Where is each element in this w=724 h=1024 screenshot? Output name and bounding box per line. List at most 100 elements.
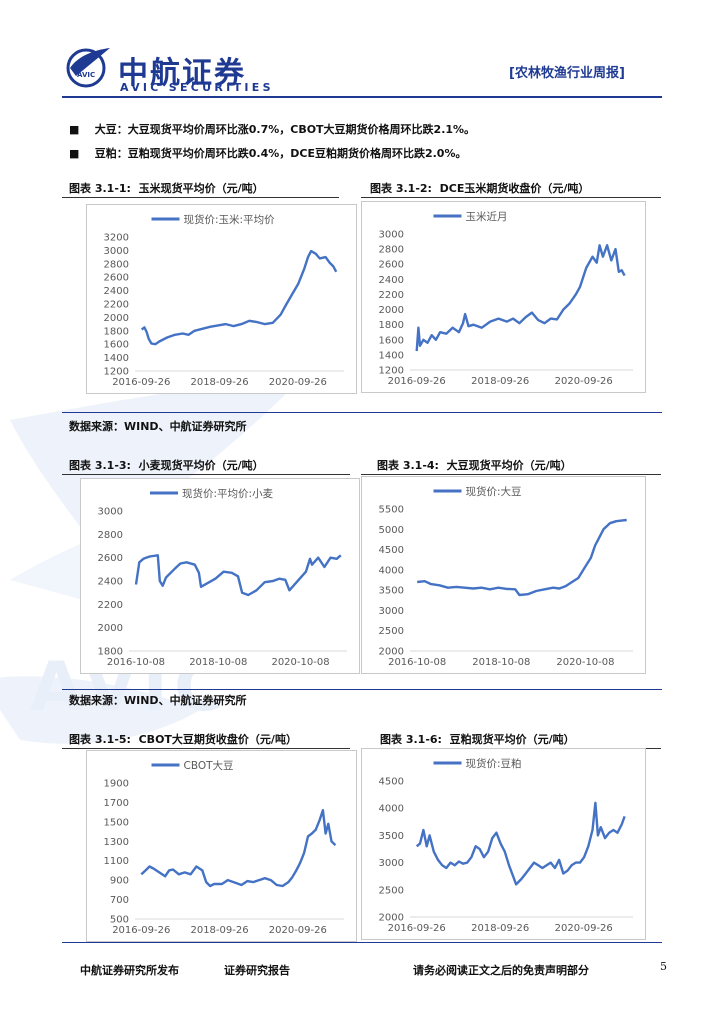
- figure-label: 图表 3.1-1:: [69, 182, 131, 195]
- section-rule: [62, 689, 662, 690]
- y-tick-label: 2600: [104, 273, 129, 284]
- y-tick-label: 3500: [379, 586, 404, 597]
- line-chart: 现货价:豆粕 2000 2500 3000 3500 4000 4500 2016-09-26…: [379, 757, 633, 934]
- line-chart: 玉米近月 1200 1400 1600 1800 2000 2200 2400 2600 2800…: [379, 210, 633, 387]
- footer-rule: [62, 942, 662, 943]
- y-tick-label: 3000: [379, 606, 404, 617]
- figure-rule: [62, 474, 350, 475]
- series-line: [415, 801, 626, 886]
- y-tick-label: 2000: [379, 305, 404, 316]
- y-tick-label: 1600: [379, 335, 404, 346]
- figure-caption: 大豆现货平均价（元/吨）: [446, 459, 572, 472]
- figure-label: 图表 3.1-2:: [370, 182, 432, 195]
- y-tick-label: 2200: [104, 300, 129, 311]
- x-tick-label: 2018-09-26: [190, 925, 248, 936]
- footer-publisher: 中航证券研究所发布: [80, 964, 179, 977]
- y-tick-label: 2000: [104, 313, 129, 324]
- report-type: [农林牧渔行业周报]: [509, 66, 625, 81]
- figure-label: 图表 3.1-6:: [380, 733, 442, 746]
- y-tick-label: 4000: [379, 804, 404, 815]
- y-tick-label: 1100: [104, 856, 129, 867]
- figure-caption: 玉米现货平均价（元/吨）: [138, 182, 264, 195]
- chart-cbot-soybean: CBOT大豆 500 700 900 1100 1300 1500 1700 1900 2016-…: [86, 750, 357, 942]
- figure-label: 图表 3.1-4:: [377, 459, 439, 472]
- y-tick-label: 2800: [379, 245, 404, 256]
- x-tick-label: 2020-10-08: [271, 657, 329, 668]
- legend-label: 现货价:豆粕: [466, 757, 522, 770]
- y-tick-label: 5000: [379, 525, 404, 536]
- data-source-1: 数据来源：WIND、中航证券研究所: [69, 420, 247, 433]
- x-tick-label: 2018-10-08: [189, 657, 247, 668]
- line-chart: 现货价:平均价:小麦 1800 2000 2200 2400 2600 2800 3000 20…: [98, 487, 347, 668]
- figure-label: 图表 3.1-5:: [69, 733, 131, 746]
- y-tick-label: 2600: [98, 553, 123, 564]
- figure-title-3: 图表 3.1-3: 小麦现货平均价（元/吨）: [69, 457, 264, 473]
- figure-caption: DCE玉米期货收盘价（元/吨）: [439, 182, 590, 195]
- x-tick-label: 2016-09-26: [388, 376, 446, 387]
- y-tick-label: 2600: [379, 260, 404, 271]
- logo-text: 中航证券: [118, 56, 246, 91]
- figure-title-4: 图表 3.1-4: 大豆现货平均价（元/吨）: [377, 457, 572, 473]
- x-tick-label: 2016-10-08: [107, 657, 165, 668]
- y-tick-label: 3000: [104, 246, 129, 257]
- figure-caption: 小麦现货平均价（元/吨）: [138, 459, 264, 472]
- y-tick-label: 3000: [379, 858, 404, 869]
- x-tick-label: 2018-09-26: [471, 376, 529, 387]
- figure-rule: [361, 197, 661, 198]
- y-tick-label: 2200: [98, 600, 123, 611]
- y-tick-label: 3500: [379, 831, 404, 842]
- footer-report-kind: 证券研究报告: [224, 964, 290, 977]
- bullet-soymeal: ■ 豆粕：豆粕现货平均价周环比跌0.4%，DCE豆粕期货价格周环比跌2.0%。: [69, 145, 466, 161]
- x-tick-label: 2020-09-26: [269, 925, 327, 936]
- y-tick-label: 1600: [104, 340, 129, 351]
- y-tick-label: 1800: [379, 320, 404, 331]
- figure-label: 图表 3.1-3:: [69, 459, 131, 472]
- legend-label: 玉米近月: [466, 210, 508, 223]
- series-line: [134, 554, 342, 597]
- y-tick-label: 1900: [104, 779, 129, 790]
- figure-title-1: 图表 3.1-1: 玉米现货平均价（元/吨）: [69, 180, 264, 196]
- y-tick-label: 2000: [379, 913, 404, 924]
- y-tick-label: 900: [110, 876, 129, 887]
- y-tick-label: 2000: [98, 623, 123, 634]
- y-tick-label: 1200: [104, 367, 129, 378]
- y-tick-label: 3000: [379, 230, 404, 241]
- bullet-square-icon: ■: [69, 123, 80, 136]
- figure-caption: CBOT大豆期货收盘价（元/吨）: [138, 733, 297, 746]
- x-tick-label: 2020-09-26: [555, 376, 613, 387]
- chart-wheat-spot: 现货价:平均价:小麦 1800 2000 2200 2400 2600 2800 3000 20…: [80, 478, 360, 674]
- line-chart: CBOT大豆 500 700 900 1100 1300 1500 1700 1900 2016-…: [104, 759, 344, 936]
- y-tick-label: 2800: [98, 530, 123, 541]
- bullet-square-icon: ■: [69, 147, 80, 160]
- legend-label: 现货价:平均价:小麦: [182, 487, 274, 500]
- x-tick-label: 2016-10-08: [388, 657, 446, 668]
- legend-label: CBOT大豆: [184, 759, 234, 772]
- y-tick-label: 2400: [98, 577, 123, 588]
- logo-badge: AVIC: [77, 71, 95, 79]
- footer-disclaimer: 请务必阅读正文之后的免责声明部分: [413, 964, 589, 977]
- figure-title-2: 图表 3.1-2: DCE玉米期货收盘价（元/吨）: [370, 180, 589, 196]
- y-tick-label: 1200: [379, 366, 404, 377]
- y-tick-label: 2400: [379, 275, 404, 286]
- y-tick-label: 500: [110, 915, 129, 926]
- x-tick-label: 2018-10-08: [472, 657, 530, 668]
- y-tick-label: 1400: [104, 353, 129, 364]
- line-chart: 现货价:玉米:平均价 1200 1400 1600 1800 2000 2200 2400 26…: [104, 213, 344, 388]
- x-tick-label: 2018-09-26: [190, 377, 248, 388]
- chart-soymeal-spot: 现货价:豆粕 2000 2500 3000 3500 4000 4500 2016-09-26…: [361, 748, 646, 940]
- chart-corn-futures: 玉米近月 1200 1400 1600 1800 2000 2200 2400 2600 2800…: [361, 201, 646, 393]
- bullet-term: 豆粕：: [94, 147, 128, 160]
- figure-title-6: 图表 3.1-6: 豆粕现货平均价（元/吨）: [380, 731, 575, 747]
- bullet-text: 豆粕现货平均价周环比跌0.4%，DCE豆粕期货价格周环比跌2.0%。: [127, 147, 467, 160]
- y-tick-label: 4500: [379, 545, 404, 556]
- x-tick-label: 2020-09-26: [269, 377, 327, 388]
- x-tick-label: 2018-09-26: [471, 923, 529, 934]
- y-tick-label: 1400: [379, 350, 404, 361]
- y-tick-label: 3200: [104, 233, 129, 244]
- section-rule: [62, 412, 662, 413]
- series-line: [140, 249, 338, 346]
- y-tick-label: 3000: [98, 507, 123, 518]
- x-tick-label: 2016-09-26: [388, 923, 446, 934]
- y-tick-label: 700: [110, 895, 129, 906]
- header-rule: [62, 96, 662, 98]
